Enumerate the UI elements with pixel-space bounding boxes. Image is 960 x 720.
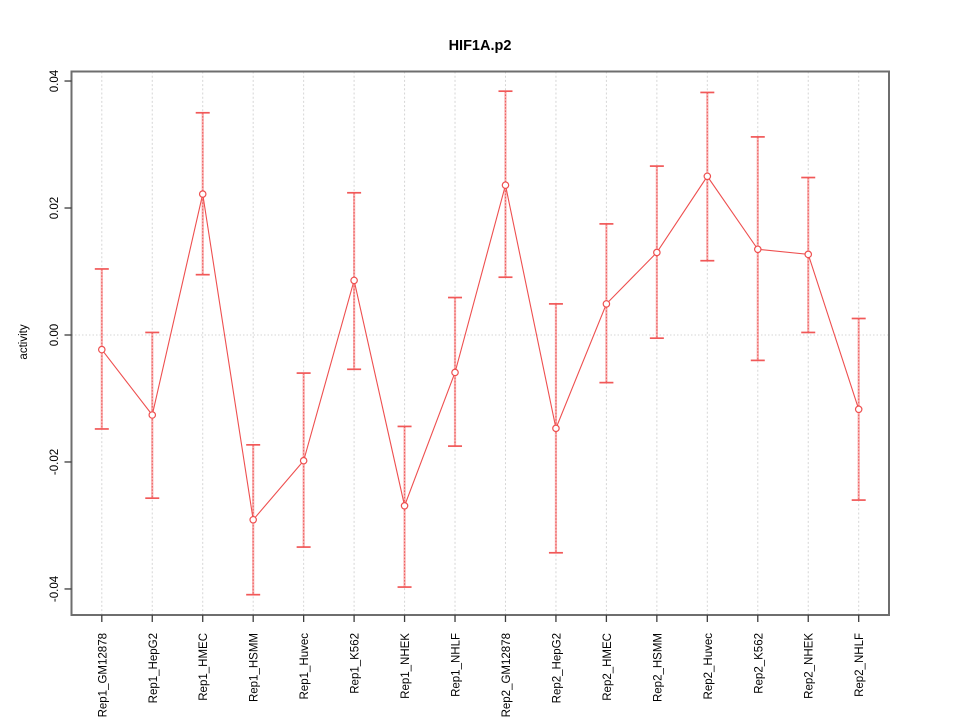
data-point-marker (854, 405, 863, 414)
data-point-marker (350, 276, 358, 285)
x-tick-label: Rep1_GM12878 (97, 633, 109, 717)
data-point-marker (451, 368, 459, 377)
y-tick-label: -0.02 (49, 449, 61, 475)
x-tick-label: Rep1_NHEK (400, 633, 412, 699)
data-point-marker (501, 181, 510, 189)
data-point-marker (299, 456, 308, 465)
x-tick-label: Rep1_Huvec (299, 633, 311, 700)
x-tick-label: Rep2_GM12878 (501, 633, 513, 717)
data-point-marker (753, 245, 762, 254)
y-tick-label: 0.04 (49, 69, 61, 92)
data-point-marker (602, 300, 611, 308)
data-point-marker (400, 501, 409, 510)
data-point-marker (148, 411, 157, 419)
y-tick-label: -0.04 (49, 575, 61, 602)
x-tick-label: Rep2_HepG2 (551, 633, 563, 703)
x-tick-label: Rep1_K562 (350, 633, 362, 694)
series-line (101, 175, 860, 522)
plot-border (70, 70, 890, 616)
data-point-marker (703, 172, 712, 181)
data-point-marker (653, 248, 661, 257)
data-point-marker (552, 424, 560, 433)
chart-title: HIF1A.p2 (449, 38, 512, 54)
y-axis-label: activity (18, 324, 30, 359)
x-tick-label: Rep1_HMEC (198, 633, 210, 701)
x-tick-label: Rep2_HMEC (602, 633, 614, 701)
x-tick-label: Rep2_NHLF (854, 633, 866, 697)
data-point-marker (249, 515, 257, 524)
x-tick-label: Rep2_NHEK (804, 633, 816, 699)
x-tick-label: Rep2_Huvec (703, 633, 715, 700)
x-tick-label: Rep1_NHLF (451, 633, 463, 697)
data-point-marker (198, 190, 207, 198)
x-tick-label: Rep1_HepG2 (148, 633, 160, 703)
x-tick-label: Rep1_HSMM (249, 633, 261, 702)
x-tick-label: Rep2_K562 (753, 633, 765, 694)
data-point-marker (98, 345, 106, 354)
data-point-marker (804, 250, 813, 259)
y-tick-label: 0.02 (49, 197, 61, 219)
y-tick-label: 0.00 (49, 324, 61, 346)
x-tick-label: Rep2_HSMM (652, 633, 664, 702)
plot-area: 0.04 0.02 0.00 -0.02 -0.04 Rep1_GM12878 Rep1_H… (49, 69, 890, 717)
